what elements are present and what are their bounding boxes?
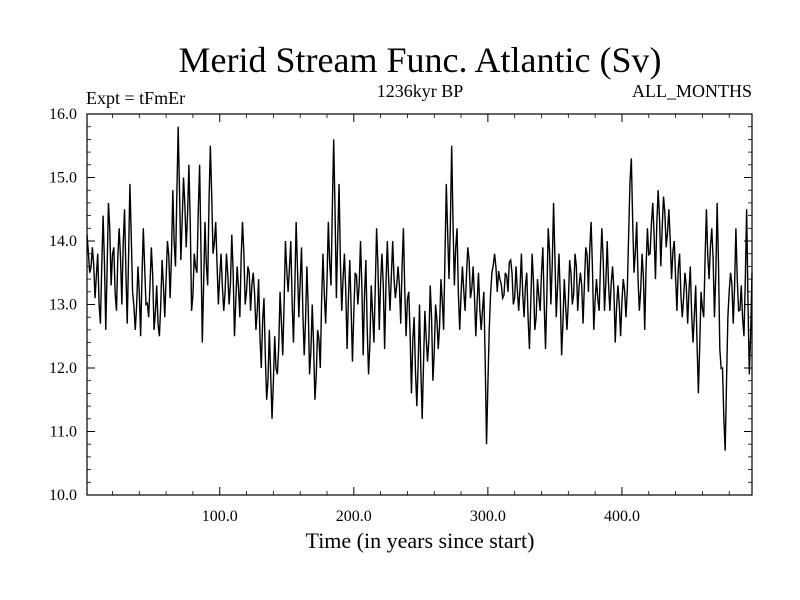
y-tick-label: 13.0	[49, 297, 77, 314]
x-tick-label: 400.0	[604, 508, 640, 525]
y-tick-label: 15.0	[49, 170, 77, 187]
plot-frame	[86, 113, 753, 496]
tick-labels: 10.0 11.0 12.0 13.0 14.0 15.0 16.0 100.0 200.0 30…	[49, 106, 640, 525]
y-tick-label: 12.0	[49, 360, 77, 377]
x-tick-label: 200.0	[336, 508, 372, 525]
y-tick-label: 14.0	[49, 233, 77, 250]
x-tick-label: 100.0	[202, 508, 238, 525]
series-line	[86, 126, 753, 451]
subtitle: 1236kyr BP	[377, 81, 464, 101]
left-label: Expt = tFmEr	[86, 88, 185, 108]
y-tick-label: 16.0	[49, 106, 77, 123]
x-axis-label: Time (in years since start)	[306, 528, 535, 553]
series-layer	[86, 126, 753, 451]
chart-title: Merid Stream Func. Atlantic (Sv)	[179, 40, 662, 80]
y-tick-label: 10.0	[49, 487, 77, 504]
x-tick-label: 300.0	[470, 508, 506, 525]
right-label: ALL_MONTHS	[632, 81, 752, 101]
y-tick-label: 11.0	[50, 424, 77, 441]
